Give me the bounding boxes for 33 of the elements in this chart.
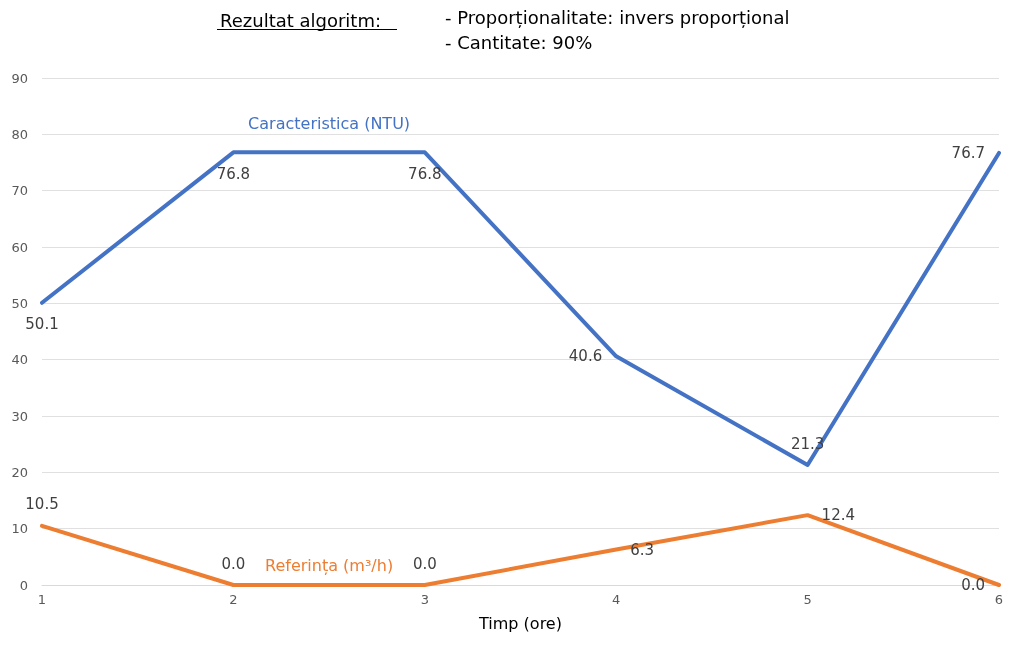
data-label: 40.6	[568, 347, 603, 366]
x-axis-title: Timp (ore)	[478, 613, 562, 633]
data-label: 76.7	[951, 143, 985, 162]
series-label: Caracteristica (NTU)	[248, 113, 411, 133]
data-label: 10.5	[25, 495, 59, 514]
x-tick-label: 2	[229, 592, 238, 607]
data-label: 0.0	[961, 576, 985, 594]
chart-title: Rezultat algoritm:	[220, 9, 382, 31]
x-tick-label: 3	[420, 592, 429, 607]
y-tick-label: 90	[11, 70, 28, 86]
data-label: 76.8	[408, 164, 442, 183]
y-tick-label: 20	[11, 464, 28, 480]
series-label: Referința (m³/h)	[265, 555, 394, 575]
y-tick-label: 80	[11, 126, 28, 142]
data-label: 6.3	[630, 540, 655, 559]
text: - Cantitate: 90%	[445, 31, 593, 53]
y-tick-label: 40	[11, 352, 28, 368]
y-tick-label: 60	[11, 239, 28, 255]
x-tick-label: 1	[37, 592, 47, 607]
data-label: 0.0	[412, 554, 437, 573]
y-tick-label: 70	[11, 183, 28, 199]
text: - Proporționalitate: invers proporțional	[445, 6, 790, 28]
y-tick-label: 30	[11, 408, 28, 424]
data-label: 76.8	[216, 164, 251, 183]
x-tick-label: 4	[612, 592, 621, 607]
data-label: 50.1	[25, 315, 59, 334]
y-tick-label: 10	[11, 521, 28, 537]
data-label: 0.0	[221, 554, 246, 573]
data-label: 12.4	[821, 506, 856, 525]
y-tick-label: 50	[11, 295, 28, 311]
x-tick-label: 6	[994, 592, 1004, 607]
x-tick-label: 5	[803, 592, 812, 607]
y-tick-label: 0	[19, 577, 28, 593]
